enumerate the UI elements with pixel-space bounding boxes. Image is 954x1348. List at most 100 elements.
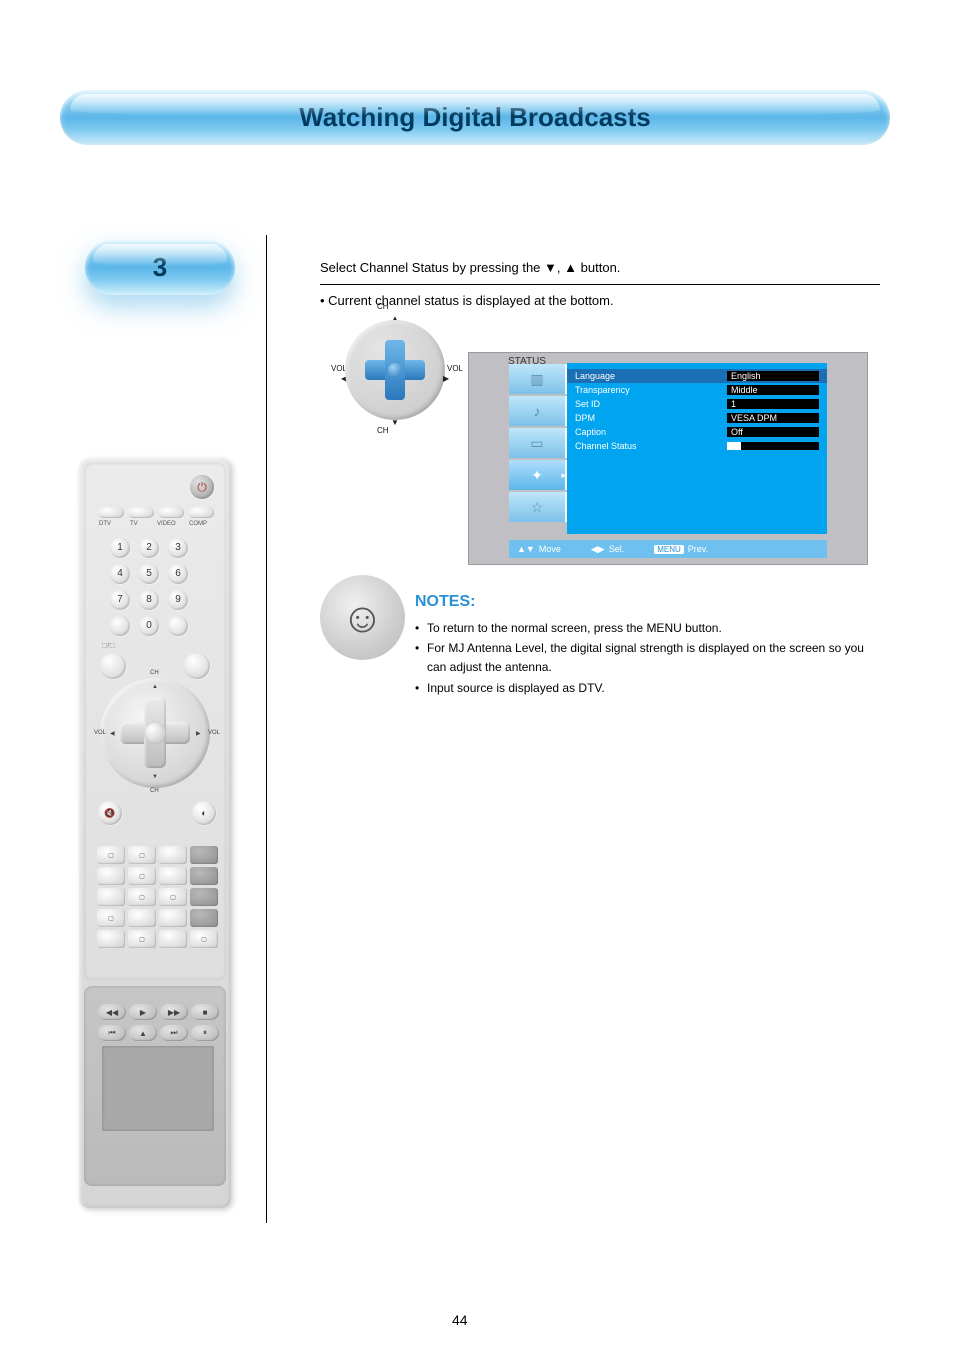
feat-btn[interactable] bbox=[190, 888, 218, 906]
power-button[interactable]: ⏻ bbox=[190, 475, 214, 499]
num-5-button[interactable]: 5 bbox=[139, 564, 159, 584]
osd-hint-prev: MENU Prev. bbox=[654, 544, 708, 554]
page-title-banner: Watching Digital Broadcasts bbox=[60, 90, 890, 145]
osd-icon-special: ☆ bbox=[509, 492, 567, 522]
num-4-button[interactable]: 4 bbox=[110, 564, 130, 584]
osd-hint-move: ▲▼ Move bbox=[517, 544, 561, 554]
instruction-text-tail: button. bbox=[581, 260, 621, 275]
osd-icon-sound: ♪ bbox=[509, 396, 567, 426]
notes-illustration: ☺ bbox=[320, 575, 405, 660]
play-button[interactable]: ▶ bbox=[129, 1004, 157, 1020]
sleep-button[interactable]: ◐ bbox=[192, 801, 216, 825]
stop-button[interactable]: ■ bbox=[191, 1004, 219, 1020]
feat-btn[interactable]: ▢ bbox=[128, 888, 156, 906]
num-1-button[interactable]: 1 bbox=[110, 538, 130, 558]
feat-btn[interactable] bbox=[159, 867, 187, 885]
menu-button[interactable] bbox=[184, 653, 210, 679]
remote-dpad-ok-button[interactable] bbox=[144, 722, 166, 744]
remote-control: ⏻ DTV TV VIDEO COMP 1 2 3 4 5 6 7 8 9 0 … bbox=[79, 458, 231, 1208]
next-button[interactable]: ⏭ bbox=[160, 1025, 188, 1041]
feat-btn[interactable]: ▢ bbox=[97, 909, 125, 927]
osd-row-label: Transparency bbox=[575, 385, 630, 395]
page-title-text: Watching Digital Broadcasts bbox=[299, 102, 651, 133]
osd-hint-bar: ▲▼ Move ◀▶ Sel. MENU Prev. bbox=[509, 540, 827, 558]
number-pad: 1 2 3 4 5 6 7 8 9 0 bbox=[106, 535, 192, 638]
notes-item: To return to the normal screen, press th… bbox=[415, 619, 875, 638]
prev-button[interactable]: ⏮ bbox=[98, 1025, 126, 1041]
source-pill-row bbox=[98, 507, 214, 518]
osd-row-label: Set ID bbox=[575, 399, 600, 409]
num-2-button[interactable]: 2 bbox=[139, 538, 159, 558]
remote-dpad-left-label: VOL bbox=[94, 730, 106, 736]
osd-icon-status: ✦ bbox=[509, 460, 567, 490]
mute-button[interactable]: 🔇 bbox=[98, 801, 122, 825]
feat-btn[interactable]: ▢ bbox=[128, 867, 156, 885]
feat-btn[interactable] bbox=[97, 888, 125, 906]
remote-dpad: CH CH VOL VOL ▲ ▼ ◀ ▶ bbox=[100, 678, 210, 788]
ffwd-button[interactable]: ▶▶ bbox=[160, 1004, 188, 1020]
num-3-button[interactable]: 3 bbox=[168, 538, 188, 558]
source-pill-comp[interactable] bbox=[188, 507, 214, 518]
dash-button[interactable] bbox=[168, 616, 188, 636]
feat-btn[interactable] bbox=[159, 909, 187, 927]
dpad-right-arrow-icon: ▶ bbox=[443, 374, 449, 383]
feat-btn[interactable] bbox=[159, 930, 187, 948]
src-label: VIDEO bbox=[157, 521, 176, 527]
feat-btn[interactable] bbox=[128, 909, 156, 927]
step-badge: 3 bbox=[85, 240, 235, 295]
src-label: DTV bbox=[99, 521, 111, 527]
aspect-button[interactable] bbox=[100, 653, 126, 679]
step-number: 3 bbox=[153, 252, 167, 283]
feat-btn[interactable]: ▢ bbox=[190, 930, 218, 948]
num-7-button[interactable]: 7 bbox=[110, 590, 130, 610]
osd-row: Set ID 1 bbox=[575, 397, 819, 411]
osd-title-tag: STATUS bbox=[508, 356, 546, 367]
flashback-button[interactable] bbox=[110, 616, 130, 636]
feat-btn[interactable] bbox=[97, 867, 125, 885]
pause-button[interactable]: ⏸ bbox=[191, 1025, 219, 1041]
num-8-button[interactable]: 8 bbox=[139, 590, 159, 610]
src-label: COMP bbox=[189, 521, 207, 527]
osd-row-value: VESA DPM bbox=[727, 413, 819, 423]
feat-btn[interactable]: ▢ bbox=[97, 846, 125, 864]
feat-btn[interactable] bbox=[97, 930, 125, 948]
osd-row-value: Middle bbox=[727, 385, 819, 395]
notes-title: NOTES: bbox=[415, 590, 875, 615]
notes-list: To return to the normal screen, press th… bbox=[415, 619, 875, 697]
num-6-button[interactable]: 6 bbox=[168, 564, 188, 584]
num-9-button[interactable]: 9 bbox=[168, 590, 188, 610]
dpad-up-label: CH bbox=[377, 302, 389, 311]
feat-btn[interactable]: ▢ bbox=[128, 930, 156, 948]
feat-btn[interactable]: ▢ bbox=[128, 846, 156, 864]
osd-row: DPM VESA DPM bbox=[575, 411, 819, 425]
remote-dpad-up-label: CH bbox=[150, 670, 159, 676]
osd-row-value: Off bbox=[727, 427, 819, 437]
osd-icon-screen: ▭ bbox=[509, 428, 567, 458]
down-arrow-icon: ▼ bbox=[152, 774, 158, 780]
num-0-button[interactable]: 0 bbox=[139, 616, 159, 636]
source-pill-video[interactable] bbox=[158, 507, 184, 518]
eject-button[interactable]: ▲ bbox=[129, 1025, 157, 1041]
osd-row-value: 1 bbox=[727, 399, 819, 409]
source-pill-tv[interactable] bbox=[128, 507, 154, 518]
osd-row: Caption Off bbox=[575, 425, 819, 439]
section-divider bbox=[266, 235, 267, 1223]
down-triangle-icon: ▼ bbox=[544, 258, 557, 278]
feat-btn[interactable] bbox=[190, 867, 218, 885]
feat-btn[interactable] bbox=[190, 909, 218, 927]
feat-btn[interactable] bbox=[159, 846, 187, 864]
rewind-button[interactable]: ◀◀ bbox=[98, 1004, 126, 1020]
osd-row: Channel Status bbox=[575, 439, 819, 453]
remote-upper-face: ⏻ DTV TV VIDEO COMP 1 2 3 4 5 6 7 8 9 0 … bbox=[84, 463, 226, 980]
osd-menu-panel: Language English Transparency Middle Set… bbox=[567, 363, 827, 534]
source-pill-dtv[interactable] bbox=[98, 507, 124, 518]
remote-lcd-panel bbox=[102, 1046, 214, 1131]
osd-row-label: DPM bbox=[575, 413, 595, 423]
aspect-icon: ⬚/⬚ bbox=[102, 643, 115, 649]
osd-screenshot: ▥ ♪ ▭ ✦ ☆ Language English Transparency … bbox=[468, 352, 868, 565]
feat-btn[interactable]: ▢ bbox=[159, 888, 187, 906]
instruction-line-1: Select Channel Status by pressing the ▼,… bbox=[320, 258, 880, 285]
osd-row-label: Language bbox=[575, 371, 615, 381]
feat-btn[interactable] bbox=[190, 846, 218, 864]
osd-row-bar bbox=[727, 442, 819, 450]
